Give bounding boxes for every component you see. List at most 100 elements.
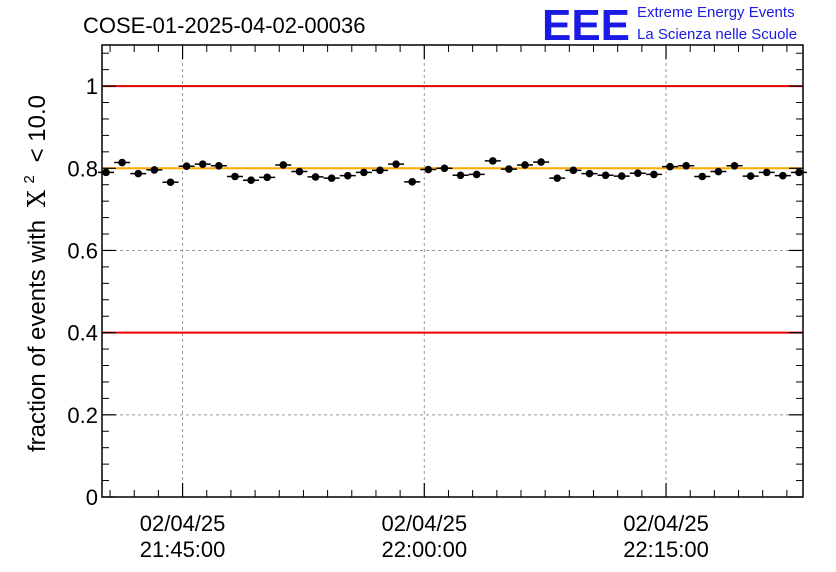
data-marker xyxy=(456,171,465,180)
data-point xyxy=(291,167,308,176)
data-point xyxy=(275,161,292,169)
data-point xyxy=(452,171,469,180)
data-marker xyxy=(762,168,771,177)
data-point xyxy=(758,168,775,177)
x-tick-label-time: 21:45:00 xyxy=(140,537,226,562)
data-point xyxy=(629,169,646,178)
data-marker xyxy=(102,168,110,177)
data-marker xyxy=(617,172,626,180)
data-point xyxy=(371,166,388,175)
data-point xyxy=(549,174,566,182)
data-marker xyxy=(650,170,658,179)
data-marker xyxy=(601,171,610,180)
data-marker xyxy=(327,174,336,182)
data-marker xyxy=(795,168,803,177)
data-marker xyxy=(730,162,739,170)
y-axis-title: fraction of events with X 2 < 10.0 xyxy=(13,95,51,452)
data-point xyxy=(500,165,517,173)
data-point xyxy=(597,171,614,180)
plot-frame xyxy=(101,44,804,498)
axes: 00.20.40.60.8102/04/2521:45:0002/04/2522… xyxy=(67,45,803,562)
data-point xyxy=(114,158,131,167)
x-tick-label-date: 02/04/25 xyxy=(381,511,467,536)
data-point xyxy=(533,158,550,166)
data-marker xyxy=(682,162,690,170)
x-tick-label-date: 02/04/25 xyxy=(140,511,226,536)
data-marker xyxy=(279,161,288,169)
data-point xyxy=(517,161,534,169)
data-marker xyxy=(746,172,755,180)
data-marker xyxy=(392,160,400,168)
data-point xyxy=(420,165,437,174)
data-marker xyxy=(231,172,239,181)
svg-text:fraction of events with: fraction of events with X 2 < 10.0 xyxy=(13,95,51,452)
x-tick-label-date: 02/04/25 xyxy=(623,511,709,536)
y-tick-label: 0.8 xyxy=(67,156,98,181)
data-marker xyxy=(311,173,320,181)
data-marker xyxy=(779,171,787,180)
data-marker xyxy=(634,169,642,178)
data-point xyxy=(210,162,227,170)
data-point xyxy=(468,170,485,179)
data-point xyxy=(790,168,807,177)
data-marker xyxy=(134,169,143,178)
data-point xyxy=(178,162,195,171)
data-points xyxy=(98,157,807,187)
data-marker xyxy=(472,170,481,179)
y-axis-title-tail: < 10.0 xyxy=(24,95,51,162)
data-marker xyxy=(247,176,255,184)
data-marker xyxy=(505,165,513,173)
y-tick-label: 0.6 xyxy=(67,238,98,263)
grid-lines xyxy=(102,45,803,497)
data-marker xyxy=(295,167,304,176)
data-point xyxy=(645,170,662,179)
y-axis-title-text: fraction of events with xyxy=(24,220,51,452)
data-marker xyxy=(343,171,352,180)
data-point xyxy=(581,169,598,178)
x-tick-label-time: 22:00:00 xyxy=(381,537,467,562)
data-point xyxy=(259,173,276,182)
data-point xyxy=(774,171,791,180)
data-marker xyxy=(360,168,368,177)
data-marker xyxy=(440,164,449,173)
y-axis-title-superscript: 2 xyxy=(21,175,38,183)
y-tick-label: 0 xyxy=(86,485,98,510)
y-tick-label: 0.4 xyxy=(67,321,98,346)
data-marker xyxy=(263,173,271,182)
data-point xyxy=(726,162,743,170)
data-point xyxy=(436,164,453,173)
eee-logo-line2: La Scienza nelle Scuole xyxy=(637,26,797,43)
data-point xyxy=(613,172,630,180)
data-marker xyxy=(424,165,433,174)
data-point xyxy=(404,178,421,186)
data-marker xyxy=(488,157,497,165)
data-point xyxy=(694,172,711,181)
data-marker xyxy=(118,158,126,167)
data-point xyxy=(742,172,759,180)
y-tick-label: 0.2 xyxy=(67,403,98,428)
data-point xyxy=(484,157,501,165)
data-marker xyxy=(585,169,594,178)
data-marker xyxy=(537,158,545,166)
data-marker xyxy=(150,166,159,174)
data-point xyxy=(146,166,163,174)
data-marker xyxy=(376,166,384,175)
y-tick-label: 1 xyxy=(86,74,98,99)
data-marker xyxy=(408,178,417,186)
data-marker xyxy=(569,166,578,175)
data-marker xyxy=(698,172,707,181)
data-marker xyxy=(553,174,562,182)
data-marker xyxy=(714,167,723,176)
data-point xyxy=(565,166,582,175)
y-axis-title-symbol: X xyxy=(23,190,51,207)
data-point xyxy=(388,160,405,168)
chart-title: COSE-01-2025-04-02-00036 xyxy=(83,13,366,38)
data-point xyxy=(662,162,679,171)
reference-lines xyxy=(102,85,803,334)
data-point xyxy=(307,173,324,181)
data-marker xyxy=(182,162,191,171)
data-point xyxy=(243,176,260,184)
eee-logo-line1: Extreme Energy Events xyxy=(637,4,795,21)
data-point xyxy=(710,167,727,176)
